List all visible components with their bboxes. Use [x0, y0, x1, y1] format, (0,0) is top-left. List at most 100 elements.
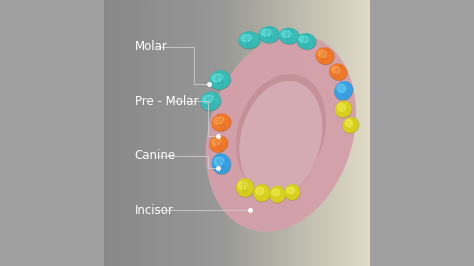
Bar [298, 0, 299, 266]
Bar [341, 0, 342, 266]
Bar [255, 0, 256, 266]
Bar [195, 0, 196, 266]
Bar [264, 0, 265, 266]
Bar [357, 0, 358, 266]
Bar [154, 0, 155, 266]
Bar [190, 0, 191, 266]
Bar [363, 0, 364, 266]
Bar [229, 0, 230, 266]
Bar [203, 0, 204, 266]
Bar [162, 0, 163, 266]
Ellipse shape [343, 118, 359, 133]
Bar [246, 0, 247, 266]
Bar [235, 0, 236, 266]
Ellipse shape [259, 27, 279, 43]
Bar [144, 0, 145, 266]
Bar [279, 0, 280, 266]
Bar [344, 0, 345, 266]
Ellipse shape [316, 48, 333, 64]
Bar [185, 0, 186, 266]
Polygon shape [236, 74, 326, 192]
Bar [242, 0, 243, 266]
Ellipse shape [335, 82, 352, 99]
Bar [184, 0, 185, 266]
Bar [345, 0, 346, 266]
Bar [124, 0, 125, 266]
Bar [222, 0, 223, 266]
Bar [215, 0, 216, 266]
Ellipse shape [259, 27, 279, 42]
Bar [209, 0, 210, 266]
Bar [249, 0, 250, 266]
Bar [161, 0, 162, 266]
Ellipse shape [214, 157, 224, 166]
Bar [119, 0, 120, 266]
Ellipse shape [330, 64, 346, 80]
Bar [148, 0, 149, 266]
Bar [158, 0, 159, 266]
Bar [156, 0, 157, 266]
Bar [297, 0, 298, 266]
Bar [165, 0, 166, 266]
Bar [150, 0, 151, 266]
Bar [237, 0, 238, 266]
Ellipse shape [254, 185, 270, 202]
Bar [263, 0, 264, 266]
Bar [147, 0, 148, 266]
Bar [274, 0, 275, 266]
Bar [127, 0, 128, 266]
Ellipse shape [239, 32, 259, 48]
Ellipse shape [212, 114, 230, 130]
Ellipse shape [210, 136, 228, 152]
Bar [118, 0, 119, 266]
Ellipse shape [316, 48, 334, 65]
Bar [293, 0, 294, 266]
Bar [269, 0, 270, 266]
Bar [292, 0, 293, 266]
Bar [262, 0, 263, 266]
Bar [133, 0, 134, 266]
Ellipse shape [238, 182, 247, 189]
Bar [208, 0, 209, 266]
Bar [328, 0, 329, 266]
Bar [220, 0, 221, 266]
Bar [230, 0, 231, 266]
Bar [110, 0, 111, 266]
Bar [275, 0, 276, 266]
Bar [270, 0, 271, 266]
Bar [216, 0, 217, 266]
Ellipse shape [337, 84, 346, 93]
Polygon shape [239, 81, 322, 196]
Bar [272, 0, 273, 266]
Bar [186, 0, 187, 266]
Bar [367, 0, 368, 266]
Bar [115, 0, 116, 266]
Bar [253, 0, 254, 266]
Bar [362, 0, 363, 266]
Bar [338, 0, 339, 266]
Bar [226, 0, 227, 266]
Bar [280, 0, 281, 266]
Bar [329, 0, 330, 266]
Bar [136, 0, 137, 266]
Ellipse shape [336, 102, 352, 118]
Bar [315, 0, 316, 266]
Bar [361, 0, 362, 266]
Ellipse shape [272, 189, 280, 196]
Bar [304, 0, 305, 266]
Bar [128, 0, 129, 266]
Bar [213, 0, 214, 266]
Bar [245, 0, 246, 266]
Bar [368, 0, 369, 266]
Bar [323, 0, 324, 266]
Bar [221, 0, 222, 266]
Bar [233, 0, 234, 266]
Bar [117, 0, 118, 266]
Ellipse shape [212, 138, 221, 146]
Bar [182, 0, 183, 266]
Bar [337, 0, 338, 266]
Bar [287, 0, 288, 266]
Bar [296, 0, 297, 266]
Text: Incisor: Incisor [135, 204, 173, 217]
Bar [137, 0, 138, 266]
